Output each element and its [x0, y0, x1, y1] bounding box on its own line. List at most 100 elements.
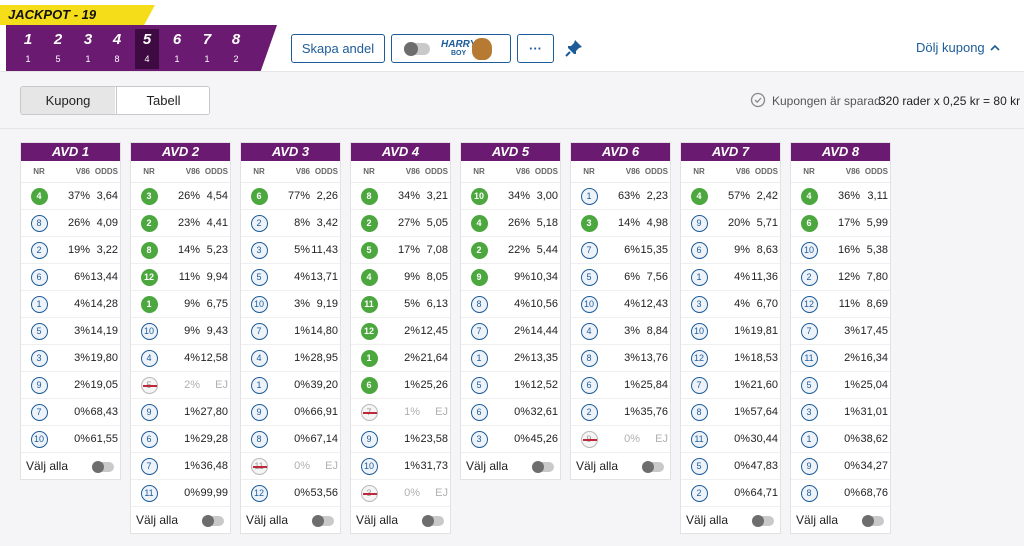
horse-row[interactable]: 2 27% 5,05: [351, 210, 450, 237]
horse-row[interactable]: 4 1% 28,95: [241, 345, 340, 372]
horse-number-button[interactable]: 8: [470, 295, 488, 313]
horse-row[interactable]: 8 3% 13,76: [571, 345, 670, 372]
horse-number-button[interactable]: 8: [30, 214, 48, 232]
horse-number-button[interactable]: 4: [580, 322, 598, 340]
horse-number-button[interactable]: 10: [360, 457, 378, 475]
header-v86[interactable]: V86: [75, 167, 90, 176]
pin-icon[interactable]: [564, 38, 584, 58]
horse-number-button[interactable]: 8: [580, 349, 598, 367]
horse-row[interactable]: 3 3% 19,80: [21, 345, 120, 372]
horse-row[interactable]: 2 23% 4,41: [131, 210, 230, 237]
horse-row[interactable]: 9 9% 10,34: [461, 264, 560, 291]
horse-row[interactable]: 10 16% 5,38: [791, 237, 890, 264]
horse-number-button[interactable]: 7: [580, 241, 598, 259]
horse-number-button[interactable]: 4: [690, 187, 708, 205]
horse-number-button[interactable]: 3: [580, 214, 598, 232]
header-odds[interactable]: ODDS: [204, 167, 228, 176]
header-odds[interactable]: ODDS: [864, 167, 888, 176]
header-odds[interactable]: ODDS: [754, 167, 778, 176]
select-all-toggle[interactable]: [422, 515, 444, 527]
horse-number-button[interactable]: 2: [140, 214, 158, 232]
select-all-toggle[interactable]: [532, 461, 554, 473]
horse-number-button[interactable]: 6: [690, 241, 708, 259]
header-v86[interactable]: V86: [625, 167, 640, 176]
horse-number-button[interactable]: 2: [580, 403, 598, 421]
select-all-toggle[interactable]: [312, 515, 334, 527]
horse-number-button[interactable]: 1: [690, 268, 708, 286]
horse-number-button[interactable]: 6: [30, 268, 48, 286]
select-all-toggle[interactable]: [92, 461, 114, 473]
horse-number-button[interactable]: 7: [470, 322, 488, 340]
header-v86[interactable]: V86: [515, 167, 530, 176]
horse-row[interactable]: 10 4% 12,43: [571, 291, 670, 318]
horse-number-button[interactable]: 10: [250, 295, 268, 313]
horse-row[interactable]: 4 57% 2,42: [681, 183, 780, 210]
horse-row[interactable]: 4 4% 12,58: [131, 345, 230, 372]
horse-number-button[interactable]: 4: [140, 349, 158, 367]
horse-row[interactable]: 6 17% 5,99: [791, 210, 890, 237]
horse-row[interactable]: 3 26% 4,54: [131, 183, 230, 210]
horse-row[interactable]: 2 22% 5,44: [461, 237, 560, 264]
harry-boy-toggle[interactable]: [404, 42, 430, 56]
horse-row[interactable]: 12 0% 53,56: [241, 480, 340, 507]
header-odds[interactable]: ODDS: [314, 167, 338, 176]
horse-number-button[interactable]: 7: [360, 403, 378, 421]
select-all-toggle[interactable]: [202, 515, 224, 527]
horse-row[interactable]: 8 14% 5,23: [131, 237, 230, 264]
horse-number-button[interactable]: 4: [250, 349, 268, 367]
horse-row[interactable]: 3 0% EJ: [351, 480, 450, 507]
horse-number-button[interactable]: 2: [360, 214, 378, 232]
horse-number-button[interactable]: 8: [360, 187, 378, 205]
horse-row[interactable]: 2 12% 7,80: [791, 264, 890, 291]
horse-row[interactable]: 6 9% 8,63: [681, 237, 780, 264]
header-v86[interactable]: V86: [185, 167, 200, 176]
horse-number-button[interactable]: 4: [30, 187, 48, 205]
horse-number-button[interactable]: 9: [250, 403, 268, 421]
horse-row[interactable]: 10 3% 9,19: [241, 291, 340, 318]
horse-row[interactable]: 5 3% 14,19: [21, 318, 120, 345]
horse-row[interactable]: 11 0% 99,99: [131, 480, 230, 507]
horse-row[interactable]: 9 20% 5,71: [681, 210, 780, 237]
horse-number-button[interactable]: 10: [470, 187, 488, 205]
horse-row[interactable]: 1 4% 14,28: [21, 291, 120, 318]
select-all-toggle[interactable]: [752, 515, 774, 527]
horse-row[interactable]: 7 0% 68,43: [21, 399, 120, 426]
horse-number-button[interactable]: 3: [360, 484, 378, 502]
horse-row[interactable]: 5 17% 7,08: [351, 237, 450, 264]
horse-row[interactable]: 5 6% 7,56: [571, 264, 670, 291]
horse-row[interactable]: 8 4% 10,56: [461, 291, 560, 318]
horse-number-button[interactable]: 5: [250, 268, 268, 286]
horse-row[interactable]: 8 0% 67,14: [241, 426, 340, 453]
horse-row[interactable]: 8 26% 4,09: [21, 210, 120, 237]
horse-number-button[interactable]: 4: [800, 187, 818, 205]
horse-number-button[interactable]: 1: [250, 376, 268, 394]
horse-number-button[interactable]: 1: [360, 349, 378, 367]
horse-row[interactable]: 4 3% 8,84: [571, 318, 670, 345]
horse-number-button[interactable]: 9: [30, 376, 48, 394]
horse-row[interactable]: 1 9% 6,75: [131, 291, 230, 318]
horse-row[interactable]: 11 0% EJ: [241, 453, 340, 480]
horse-number-button[interactable]: 5: [360, 241, 378, 259]
horse-row[interactable]: 7 1% EJ: [351, 399, 450, 426]
horse-number-button[interactable]: 11: [690, 430, 708, 448]
horse-row[interactable]: 6 1% 25,84: [571, 372, 670, 399]
horse-number-button[interactable]: 7: [140, 457, 158, 475]
horse-number-button[interactable]: 8: [250, 430, 268, 448]
horse-row[interactable]: 11 5% 6,13: [351, 291, 450, 318]
horse-row[interactable]: 3 14% 4,98: [571, 210, 670, 237]
horse-row[interactable]: 10 0% 61,55: [21, 426, 120, 453]
horse-row[interactable]: 2 1% 35,76: [571, 399, 670, 426]
tab-coupon[interactable]: Kupong: [21, 87, 115, 114]
horse-number-button[interactable]: 3: [250, 241, 268, 259]
horse-row[interactable]: 8 34% 3,21: [351, 183, 450, 210]
horse-number-button[interactable]: 10: [30, 430, 48, 448]
horse-row[interactable]: 2 19% 3,22: [21, 237, 120, 264]
horse-number-button[interactable]: 1: [470, 349, 488, 367]
horse-row[interactable]: 1 0% 39,20: [241, 372, 340, 399]
horse-number-button[interactable]: 7: [690, 376, 708, 394]
